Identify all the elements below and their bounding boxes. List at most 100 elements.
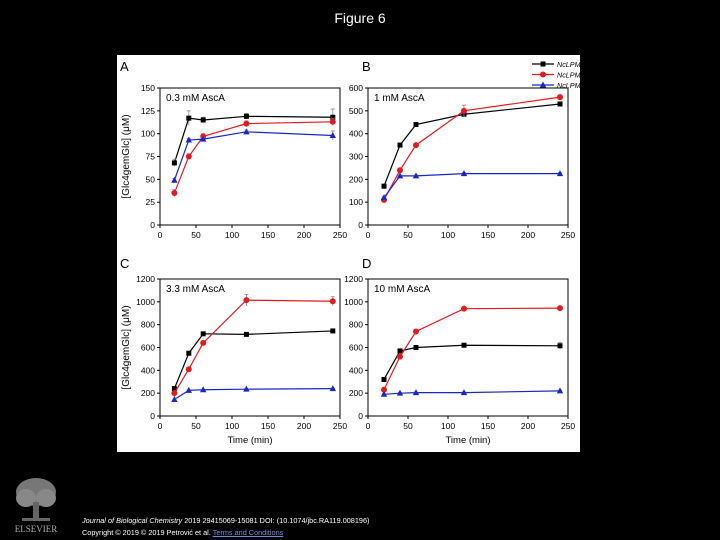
legend-marker-nclpmo9a — [540, 61, 546, 67]
panel-a-nclpmo9c-point — [171, 190, 178, 197]
panel-b-x-tick-label: 50 — [403, 230, 413, 240]
panel-b-nclpmo9a-point — [381, 183, 387, 189]
panel-a-x-tick-label: 150 — [261, 230, 275, 240]
citation-details: 2019 29415069-15081 DOI: (10.1074/jbc.RA… — [184, 516, 370, 525]
tree-icon — [16, 478, 56, 521]
citation-line-1: Journal of Biological Chemistry 2019 294… — [82, 515, 369, 527]
panel-a-x-tick-label: 50 — [191, 230, 201, 240]
panel-d-nclpmo9c-point — [557, 305, 563, 312]
panel-d-y-tick-label: 600 — [349, 343, 363, 353]
panel-a-nclpmo9d-line — [173, 131, 333, 181]
panel-b-y-tick-label: 0 — [358, 220, 363, 230]
panel-d-nclpmo9c-point — [397, 353, 403, 360]
panel-c-x-tick-label: 250 — [333, 421, 347, 431]
panel-d-nclpmo9a-point — [557, 343, 563, 349]
panel-d-nclpmo9d-point — [412, 389, 420, 396]
panel-c-y-tick-label: 800 — [141, 320, 155, 330]
panel-d-nclpmo9d-point — [380, 390, 388, 397]
panel-c-y-tick-label: 600 — [141, 343, 155, 353]
panel-d-y-tick-label: 1000 — [344, 297, 363, 307]
panel-d-nclpmo9d-line — [383, 390, 561, 395]
panel-d-x-tick-label: 250 — [561, 421, 575, 431]
panel-a-title: 0.3 mM AscA — [166, 93, 225, 104]
journal-name: Journal of Biological Chemistry — [82, 516, 183, 525]
panel-c-x-tick-label: 200 — [297, 421, 311, 431]
panel-d-nclpmo9a-point — [413, 345, 419, 350]
panel-a-x-tick-label: 100 — [225, 230, 239, 240]
panel-b-y-tick-label: 200 — [349, 174, 363, 184]
panel-d-x-tick-label: 100 — [441, 421, 455, 431]
panel-d-nclpmo9d-point — [396, 389, 404, 396]
panel-a-y-tick-label: 150 — [141, 83, 155, 93]
panel-b-nclpmo9d-point — [556, 170, 564, 177]
panel-b-y-tick-label: 300 — [349, 152, 363, 162]
panel-d-nclpmo9d-point — [460, 389, 468, 396]
panel-c-nclpmo9a-point — [243, 331, 249, 337]
panel-d-x-tick-label: 150 — [481, 421, 495, 431]
panel-a-y-tick-label: 0 — [150, 220, 155, 230]
panel-b-nclpmo9a-point — [557, 101, 563, 107]
panel-c-x-tick-label: 150 — [261, 421, 275, 431]
panel-c-nclpmo9c-line — [173, 299, 333, 394]
panel-c-nclpmo9a-line — [173, 330, 333, 389]
panel-a-nclpmo9a-point — [200, 117, 206, 123]
panel-a-nclpmo9a-point — [186, 115, 192, 121]
panel-b-x-tick-label: 0 — [366, 230, 371, 240]
panel-c-nclpmo9c-point — [171, 390, 178, 397]
panel-d-x-tick-label: 200 — [521, 421, 535, 431]
panel-b-nclpmo9c-point — [397, 167, 403, 174]
panel-c-y-tick-label: 1000 — [136, 297, 155, 307]
panel-c-x-tick-label: 0 — [158, 421, 163, 431]
panel-c-y-tick-label: 0 — [150, 411, 155, 421]
slide-title: Figure 6 — [334, 10, 386, 26]
panel-b-frame — [367, 87, 569, 226]
panel-d-title: 10 mM AscA — [374, 284, 430, 295]
panel-c-nclpmo9c-point — [185, 366, 192, 373]
panel-b-nclpmo9c-line — [383, 96, 561, 201]
figure-panel: A 0 50 100 150 200 250 0 25 50 75 100 125 150 0.3 mM A… — [117, 55, 580, 452]
panel-b-y-tick-label: 100 — [349, 197, 363, 207]
panel-d-nclpmo9c-point — [461, 305, 467, 312]
copyright-text: Copyright © 2019 © 2019 Petrović et al. — [82, 528, 211, 537]
panel-c-y-tick-label: 200 — [141, 388, 155, 398]
panel-c-nclpmo9a-point — [186, 350, 192, 356]
panel-a-y-tick-label: 25 — [146, 197, 156, 207]
panel-c-nclpmo9d-point — [185, 386, 192, 393]
panel-b-y-tick-label: 500 — [349, 106, 363, 116]
panel-a-nclpmo9d-point — [329, 131, 336, 138]
citation: Journal of Biological Chemistry 2019 294… — [82, 515, 369, 539]
panel-a-nclpmo9d-point — [243, 128, 250, 135]
panel-c-nclpmo9d-line — [174, 388, 333, 400]
panel-b-nclpmo9c-point — [461, 107, 467, 114]
panel-a-x-tick-label: 0 — [158, 230, 163, 240]
panel-a-y-axis-label: [Glc4gemGlc] (μM) — [121, 114, 132, 198]
panel-a-nclpmo9c-point — [243, 120, 250, 127]
panel-d-nclpmo9c-point — [381, 386, 387, 393]
panel-d-y-tick-label: 200 — [349, 388, 363, 398]
panel-c-x-axis-label: Time (min) — [227, 435, 272, 446]
panel-c-y-axis-label: [Glc4gemGlc] (μM) — [121, 305, 132, 389]
panel-a-x-tick-label: 200 — [297, 230, 311, 240]
panel-c-nclpmo9a-point — [171, 386, 177, 392]
panel-a-y-tick-label: 100 — [141, 129, 155, 139]
legend-label-nclpmo9a: NcLPMO9A — [557, 60, 580, 69]
legend-marker-nclpmo9d — [539, 81, 547, 88]
panel-a-y-tick-label: 125 — [141, 106, 155, 116]
panel-a-letter: A — [120, 59, 129, 74]
elsevier-wordmark: ELSEVIER — [15, 524, 58, 534]
terms-link[interactable]: Terms and Conditions — [212, 528, 284, 537]
panel-c-nclpmo9c-point — [243, 297, 250, 304]
panel-c-y-tick-label: 1200 — [136, 274, 155, 284]
panel-c-nclpmo9d-point — [171, 395, 178, 402]
panel-d-x-axis-label: Time (min) — [445, 435, 490, 446]
panel-b-nclpmo9a-point — [413, 122, 419, 128]
panel-a-nclpmo9a-point — [243, 113, 249, 119]
panel-c-x-tick-label: 100 — [225, 421, 239, 431]
panel-b-nclpmo9a-point — [397, 142, 403, 148]
panel-b-nclpmo9d-point — [460, 170, 468, 177]
panel-c-letter: C — [120, 256, 129, 271]
panel-d-y-tick-label: 1200 — [344, 274, 363, 284]
panel-b-nclpmo9c-point — [413, 142, 419, 149]
panel-b-y-tick-label: 600 — [349, 83, 363, 93]
panel-a-nclpmo9c-point — [185, 153, 192, 160]
